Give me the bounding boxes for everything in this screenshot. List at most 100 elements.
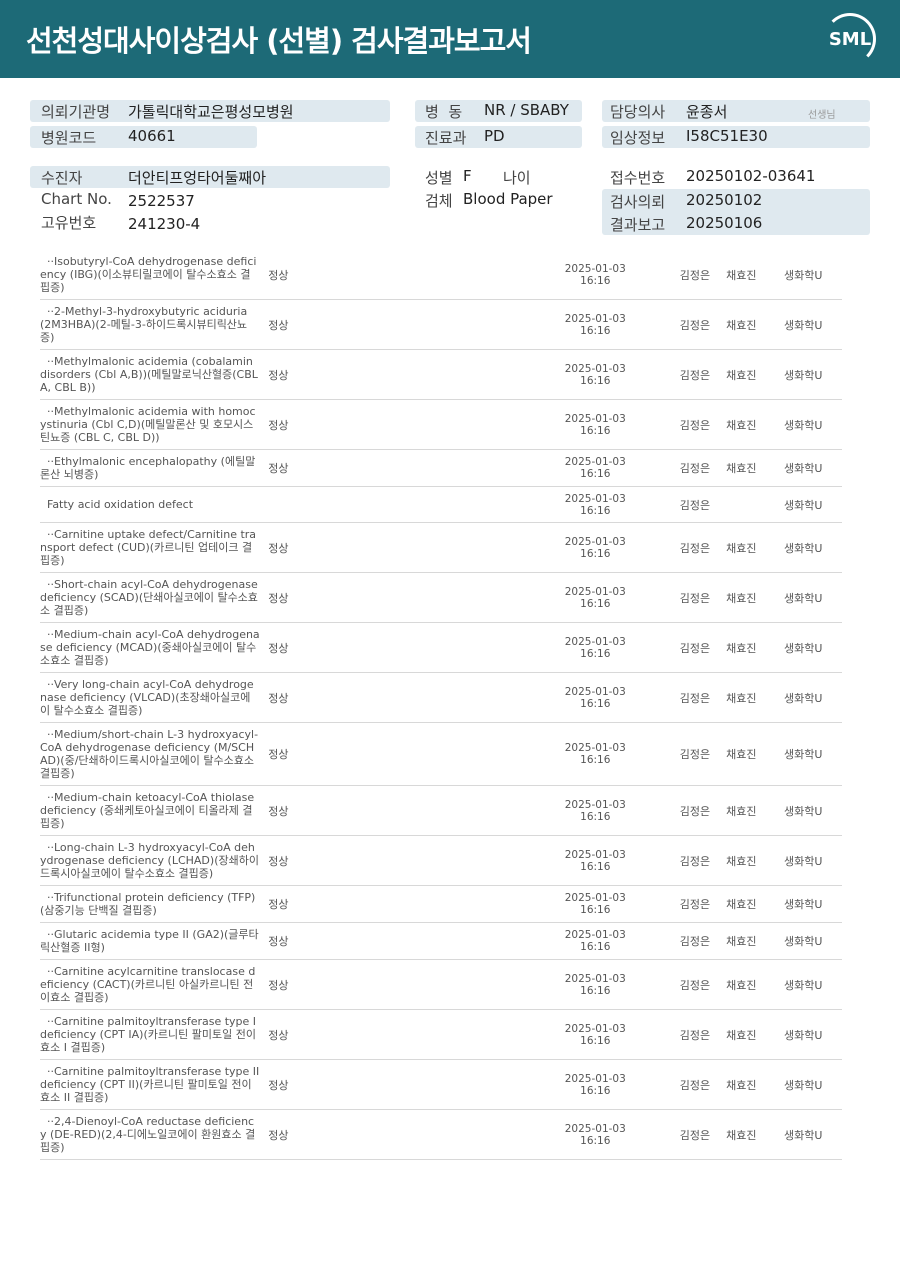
clinical-label: 임상정보 xyxy=(610,129,666,147)
department: 생화학U xyxy=(784,368,823,382)
verifier: 채효진 xyxy=(726,804,757,818)
patient: 더안티프엉타어둘째아 xyxy=(128,169,267,187)
result-time: 16:16 xyxy=(580,697,611,710)
result-date: 2025-01-03 xyxy=(564,798,626,811)
department: 생화학U xyxy=(784,268,823,282)
result-time: 16:16 xyxy=(580,374,611,387)
table-row: Fatty acid oxidation defect 2025-01-03 16… xyxy=(40,487,842,523)
verifier: 채효진 xyxy=(726,935,757,948)
result-time: 16:16 xyxy=(580,810,611,823)
test-name: ··Ethylmalonic encephalopathy (에틸말론산 뇌병증… xyxy=(40,455,256,481)
verifier: 채효진 xyxy=(726,641,757,655)
test-name: ··Medium-chain acyl-CoA dehydrogenase de… xyxy=(40,628,260,667)
tester: 김정은 xyxy=(679,691,711,705)
department: 생화학U xyxy=(784,418,823,432)
result-datetime: 2025-01-03 16:16 xyxy=(523,799,668,823)
ward: NR / SBABY xyxy=(484,101,569,119)
test-name: ··Carnitine palmitoyltransferase type I … xyxy=(40,1015,260,1054)
department: 생화학U xyxy=(784,898,823,911)
table-row: ··Medium/short-chain L-3 hydroxyacyl-CoA… xyxy=(40,723,842,786)
tester: 김정은 xyxy=(679,804,711,818)
tester: 김정은 xyxy=(679,641,711,655)
table-row: ··2,4-Dienoyl-CoA reductase deficiency (… xyxy=(40,1110,842,1160)
test-name: ··Carnitine palmitoyltransferase type II… xyxy=(40,1065,263,1104)
test-result: 정상 xyxy=(268,898,289,911)
result-datetime: 2025-01-03 16:16 xyxy=(523,263,668,287)
verifier: 채효진 xyxy=(726,898,757,911)
table-row: ··Ethylmalonic encephalopathy (에틸말론산 뇌병증… xyxy=(40,450,842,487)
result-datetime: 2025-01-03 16:16 xyxy=(523,892,668,916)
test-result: 정상 xyxy=(268,541,289,555)
sml-logo: SML xyxy=(824,13,876,65)
test-name: ··Very long-chain acyl-CoA dehydrogenase… xyxy=(40,678,254,717)
test-result: 정상 xyxy=(268,978,289,992)
test-result: 정상 xyxy=(268,591,289,605)
table-row: ··Isobutyryl-CoA dehydrogenase deficienc… xyxy=(40,250,842,300)
result-datetime: 2025-01-03 16:16 xyxy=(523,1023,668,1047)
tester: 김정은 xyxy=(679,368,711,382)
result-date: 2025-01-03 xyxy=(564,312,626,325)
patient-info: 의뢰기관명 가톨릭대학교은평성모병원 병원코드 40661 병 동 NR / S… xyxy=(0,78,900,248)
report-title: 선천성대사이상검사 (선별) 검사결과보고서 xyxy=(26,24,532,58)
result-datetime: 2025-01-03 16:16 xyxy=(523,929,668,953)
table-row: ··Methylmalonic acidemia with homocystin… xyxy=(40,400,842,450)
department: 생화학U xyxy=(784,462,823,475)
table-row: ··Trifunctional protein deficiency (TFP)… xyxy=(40,886,842,923)
table-row: ··Carnitine palmitoyltransferase type II… xyxy=(40,1060,842,1110)
result-time: 16:16 xyxy=(580,547,611,560)
result-time: 16:16 xyxy=(580,941,611,953)
tester: 김정은 xyxy=(679,935,711,948)
result-time: 16:16 xyxy=(580,904,611,916)
result-datetime: 2025-01-03 16:16 xyxy=(523,1123,668,1147)
test-result: 정상 xyxy=(268,748,289,761)
verifier: 채효진 xyxy=(726,418,757,432)
doctor-label: 담당의사 xyxy=(610,103,666,121)
result-date: 2025-01-03 xyxy=(564,535,626,548)
specimen: Blood Paper xyxy=(463,190,553,208)
tester: 김정은 xyxy=(679,418,711,432)
department: 생화학U xyxy=(784,935,823,948)
verifier: 채효진 xyxy=(726,268,757,282)
test-name: ··Short-chain acyl-CoA dehydrogenase def… xyxy=(40,578,262,617)
result-date: 2025-01-03 xyxy=(564,1022,626,1035)
tester: 김정은 xyxy=(679,591,711,605)
department: 생화학U xyxy=(784,541,823,555)
result-time: 16:16 xyxy=(580,274,611,287)
tester: 김정은 xyxy=(679,898,711,911)
department: 생화학U xyxy=(784,748,823,761)
department: 생화학U xyxy=(784,854,823,868)
verifier: 채효진 xyxy=(726,978,757,992)
verifier: 채효진 xyxy=(726,1028,757,1042)
report-label: 결과보고 xyxy=(610,216,666,234)
result-time: 16:16 xyxy=(580,984,611,997)
result-time: 16:16 xyxy=(580,468,611,480)
institution: 가톨릭대학교은평성모병원 xyxy=(128,103,294,121)
result-date: 2025-01-03 xyxy=(564,685,626,698)
test-result: 정상 xyxy=(268,1078,289,1092)
test-name: ··Glutaric acidemia type II (GA2)(글루타릭산혈… xyxy=(40,928,259,954)
tester: 김정은 xyxy=(679,541,711,555)
result-datetime: 2025-01-03 16:16 xyxy=(523,413,668,437)
result-datetime: 2025-01-03 16:16 xyxy=(523,363,668,387)
result-date: 2025-01-03 xyxy=(564,412,626,425)
result-time: 16:16 xyxy=(580,647,611,660)
result-date: 2025-01-03 xyxy=(564,892,626,904)
result-date: 2025-01-03 xyxy=(564,362,626,375)
result-date: 2025-01-03 xyxy=(564,848,626,861)
dept: PD xyxy=(484,127,505,145)
doctor-suffix: 선생님 xyxy=(808,110,836,121)
result-datetime: 2025-01-03 16:16 xyxy=(523,493,668,517)
table-row: ··2-Methyl-3-hydroxybutyric aciduria (2M… xyxy=(40,300,842,350)
result-time: 16:16 xyxy=(580,324,611,337)
table-row: ··Carnitine acylcarnitine translocase de… xyxy=(40,960,842,1010)
tester: 김정은 xyxy=(679,268,711,282)
test-name: ··Trifunctional protein deficiency (TFP)… xyxy=(40,891,256,917)
table-row: ··Carnitine uptake defect/Carnitine tran… xyxy=(40,523,842,573)
test-name: ··2,4-Dienoyl-CoA reductase deficiency (… xyxy=(40,1115,256,1154)
report: 20250106 xyxy=(686,214,763,232)
result-date: 2025-01-03 xyxy=(564,262,626,275)
result-time: 16:16 xyxy=(580,504,611,517)
result-datetime: 2025-01-03 16:16 xyxy=(523,456,668,480)
result-datetime: 2025-01-03 16:16 xyxy=(523,536,668,560)
table-row: ··Long-chain L-3 hydroxyacyl-CoA dehydro… xyxy=(40,836,842,886)
